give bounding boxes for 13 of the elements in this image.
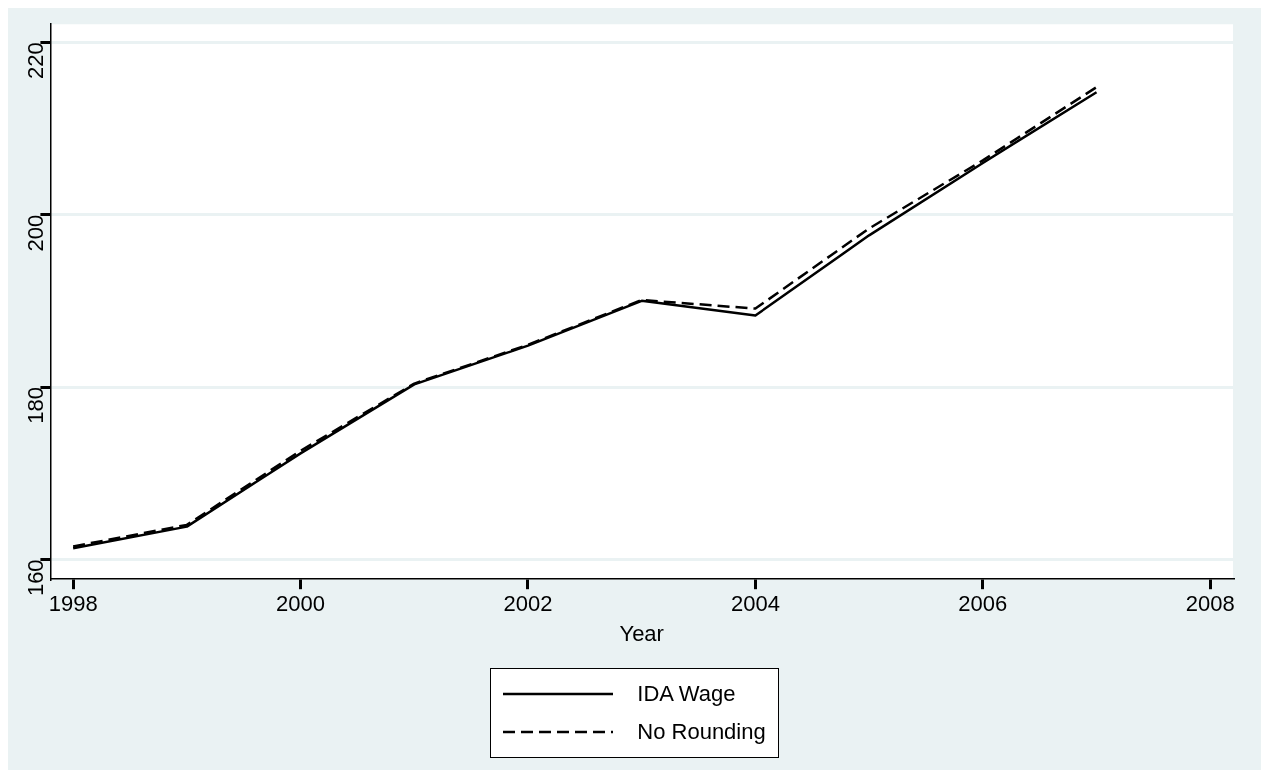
x-tick-label: 2000	[276, 591, 326, 617]
y-tick-label: 160	[23, 559, 49, 597]
y-tick-label: 180	[23, 387, 49, 424]
y-tick-label: 220	[23, 42, 49, 80]
x-tick-label: 2004	[730, 591, 780, 617]
legend-label: IDA Wage	[637, 681, 736, 707]
y-tick-label: 200	[23, 214, 49, 252]
x-tick-label: 2006	[958, 591, 1008, 617]
x-tick-label: 2008	[1185, 591, 1235, 617]
x-tick-label: 2002	[503, 591, 553, 617]
x-tick-label: 1998	[48, 591, 98, 617]
x-axis-title: Year	[619, 620, 664, 646]
legend-label: No Rounding	[637, 719, 766, 745]
